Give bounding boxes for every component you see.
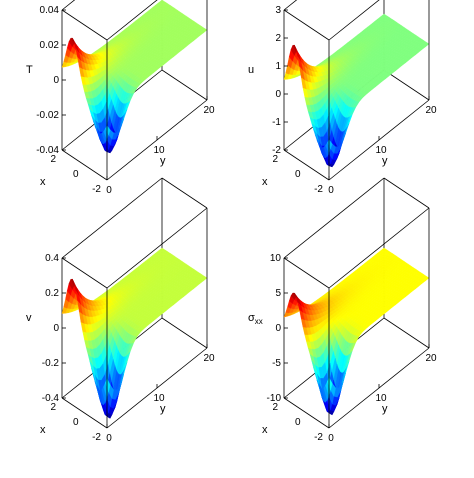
z-tick-label: -5 bbox=[272, 358, 281, 369]
z-axis-label-subscript: xx bbox=[255, 317, 263, 326]
cube-edge bbox=[161, 177, 208, 209]
y-axis-label: y bbox=[382, 155, 388, 167]
z-tick-label: 0 bbox=[275, 89, 281, 100]
cube-edge bbox=[283, 177, 385, 259]
cube-edge bbox=[61, 257, 108, 289]
y-tick-label: 10 bbox=[375, 145, 387, 156]
cube-edge bbox=[283, 397, 330, 429]
x-tick-label: 0 bbox=[73, 169, 79, 180]
x-tick-label: -2 bbox=[92, 432, 101, 443]
cube-edge bbox=[383, 69, 430, 101]
x-axis-label: x bbox=[40, 176, 46, 188]
z-tick-label: 10 bbox=[270, 253, 282, 264]
x-tick-label: 2 bbox=[50, 154, 56, 165]
cube-edge bbox=[61, 177, 163, 259]
cube-edge bbox=[283, 257, 330, 289]
z-tick-label: -0.02 bbox=[36, 110, 59, 121]
cube-edge bbox=[161, 317, 208, 349]
y-tick-label: 10 bbox=[375, 393, 387, 404]
z-tick-label: -0.04 bbox=[36, 145, 59, 156]
z-tick-label: 1 bbox=[275, 61, 281, 72]
y-tick-label: 0 bbox=[328, 185, 334, 196]
surface-mesh bbox=[283, 247, 430, 416]
cube-edge bbox=[383, 177, 430, 209]
y-tick-label: 10 bbox=[153, 145, 165, 156]
cube-edge bbox=[106, 0, 158, 41]
x-tick-label: -2 bbox=[314, 184, 323, 195]
z-tick-label: -2 bbox=[272, 145, 281, 156]
z-tick-label: -1 bbox=[272, 117, 281, 128]
x-axis-label: x bbox=[262, 424, 268, 436]
surface-mesh bbox=[61, 247, 208, 419]
cube-edge bbox=[283, 149, 330, 181]
z-tick-label: 0 bbox=[275, 323, 281, 334]
cube-edge bbox=[328, 0, 380, 41]
z-tick-label: -0.4 bbox=[42, 393, 60, 404]
x-tick-label: 2 bbox=[272, 402, 278, 413]
x-axis-label: x bbox=[262, 176, 268, 188]
x-tick-label: -2 bbox=[314, 432, 323, 443]
y-tick-label: 20 bbox=[425, 353, 437, 364]
x-tick-label: 2 bbox=[272, 154, 278, 165]
y-axis-label: y bbox=[160, 403, 166, 415]
x-tick-label: 0 bbox=[295, 417, 301, 428]
z-tick-label: 0.04 bbox=[40, 5, 60, 16]
y-tick-label: 0 bbox=[106, 185, 112, 196]
y-axis-label: y bbox=[160, 155, 166, 167]
surface-mesh bbox=[283, 13, 430, 168]
cube-edge bbox=[61, 9, 108, 41]
y-tick-label: 20 bbox=[203, 353, 215, 364]
z-tick-label: 0.02 bbox=[40, 40, 60, 51]
z-axis-label: u bbox=[248, 64, 254, 76]
x-tick-label: 0 bbox=[73, 417, 79, 428]
y-tick-label: 20 bbox=[203, 105, 215, 116]
x-tick-label: 0 bbox=[295, 169, 301, 180]
z-tick-label: 0.2 bbox=[45, 288, 59, 299]
z-tick-label: -10 bbox=[267, 393, 282, 404]
z-axis-label: T bbox=[26, 64, 33, 76]
z-tick-label: 3 bbox=[275, 5, 281, 16]
surface-mesh bbox=[61, 0, 208, 154]
cube-edge bbox=[61, 149, 108, 181]
z-tick-label: -0.2 bbox=[42, 358, 60, 369]
cube-edge bbox=[61, 397, 108, 429]
z-tick-label: 5 bbox=[275, 288, 281, 299]
x-tick-label: 2 bbox=[50, 402, 56, 413]
y-tick-label: 20 bbox=[425, 105, 437, 116]
x-tick-label: -2 bbox=[92, 184, 101, 195]
cube-edge bbox=[383, 317, 430, 349]
x-axis-label: x bbox=[40, 424, 46, 436]
z-tick-label: 2 bbox=[275, 33, 281, 44]
z-tick-label: 0 bbox=[53, 323, 59, 334]
z-axis-label: v bbox=[26, 312, 32, 324]
y-axis-label: y bbox=[382, 403, 388, 415]
z-axis-label: σxx bbox=[248, 312, 263, 326]
cube-edge bbox=[283, 9, 330, 41]
cube-edge bbox=[161, 69, 208, 101]
z-tick-label: 0 bbox=[53, 75, 59, 86]
cube-edge bbox=[106, 207, 208, 289]
y-tick-label: 0 bbox=[106, 433, 112, 444]
y-tick-label: 10 bbox=[153, 393, 165, 404]
cube-edge bbox=[328, 207, 430, 289]
z-tick-label: 0.4 bbox=[45, 253, 59, 264]
y-tick-label: 0 bbox=[328, 433, 334, 444]
